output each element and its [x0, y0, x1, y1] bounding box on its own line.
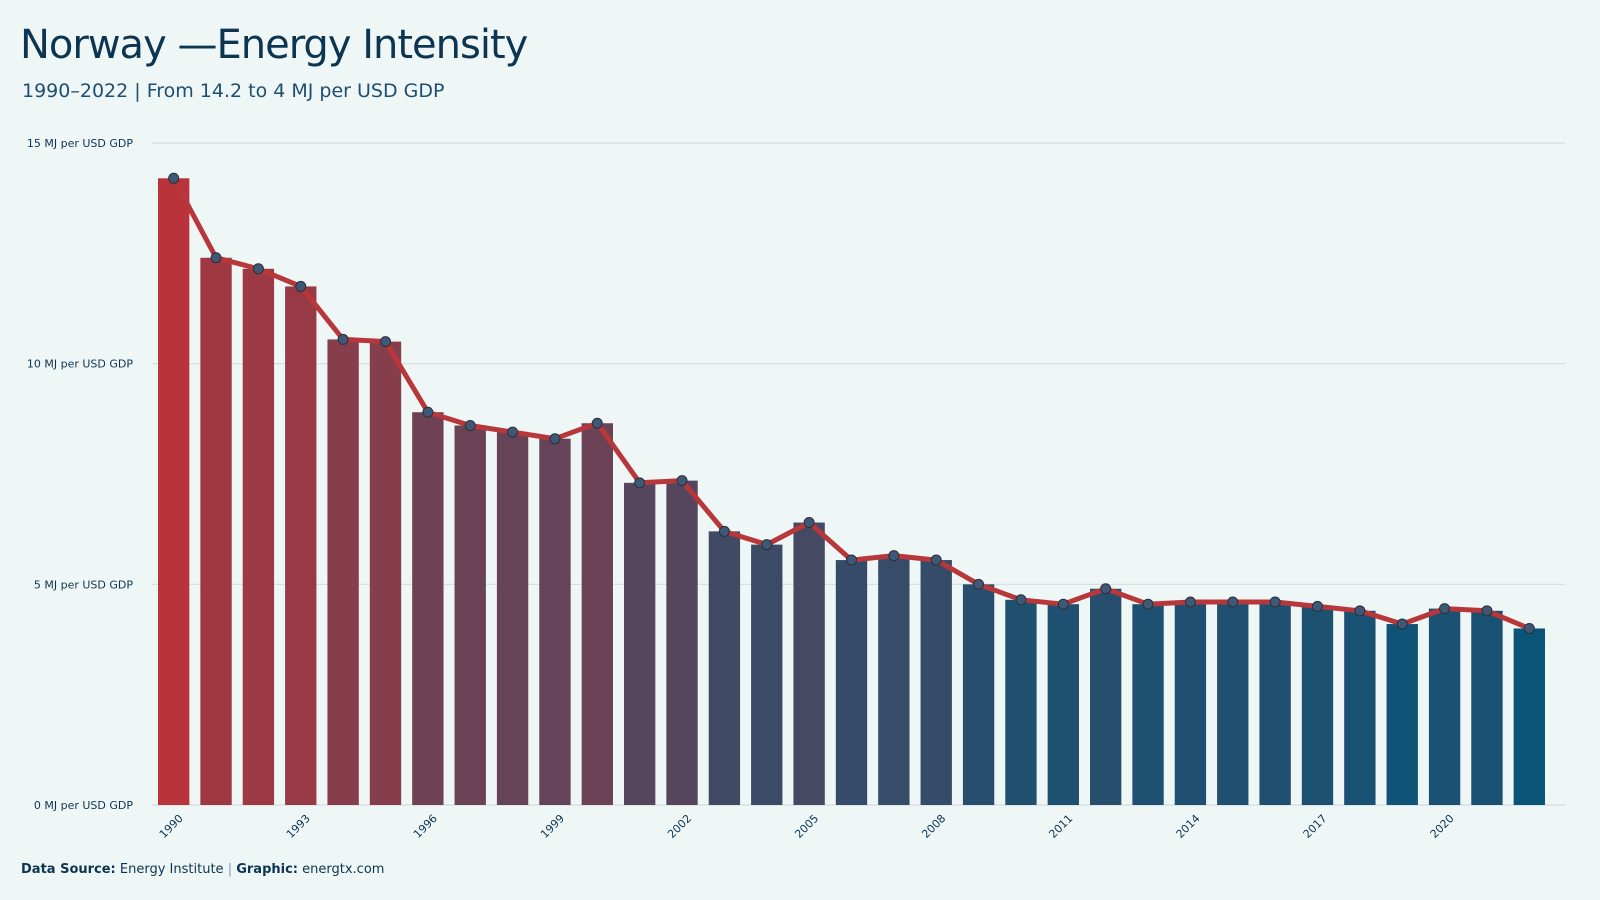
- x-tick-label: 2008: [919, 812, 948, 841]
- x-tick-label: 1999: [538, 812, 567, 841]
- bar-2014: [1174, 601, 1207, 805]
- bar-2022: [1513, 628, 1545, 805]
- x-tick-label: 2005: [792, 812, 821, 841]
- bar-2013: [1132, 604, 1164, 805]
- bar-2002: [666, 480, 698, 805]
- bar-1995: [369, 341, 402, 805]
- x-axis-labels: 1990 1993 1996 1999 2002 2005 2008 2011 2014 2017…: [157, 812, 1457, 841]
- point-1996: [422, 406, 434, 418]
- x-tick-label: 1990: [157, 812, 186, 841]
- point-1999: [549, 433, 561, 445]
- bar-2021: [1471, 610, 1503, 805]
- bar-2007: [878, 555, 910, 805]
- point-2007: [888, 550, 900, 562]
- bar-1997: [454, 425, 486, 805]
- point-2008: [930, 554, 942, 566]
- point-1998: [507, 426, 519, 438]
- point-1995: [379, 336, 391, 348]
- graphic-label: Graphic:: [236, 862, 298, 877]
- point-2013: [1142, 598, 1154, 610]
- point-2004: [761, 539, 773, 551]
- bar-2000: [581, 423, 613, 805]
- bar-1996: [412, 412, 444, 805]
- point-1992: [252, 263, 264, 275]
- point-2003: [718, 525, 730, 537]
- point-2005: [803, 517, 815, 529]
- point-1991: [210, 252, 222, 264]
- bar-2001: [624, 482, 656, 805]
- x-tick-label: 2020: [1428, 812, 1457, 841]
- bar-2016: [1259, 601, 1291, 805]
- bar-2003: [708, 531, 741, 805]
- point-2021: [1481, 605, 1493, 617]
- bar-2006: [835, 560, 868, 805]
- point-2006: [845, 554, 857, 566]
- point-2017: [1311, 600, 1323, 612]
- point-2016: [1269, 596, 1281, 608]
- point-2011: [1057, 598, 1069, 610]
- bars: [158, 178, 1545, 806]
- x-tick-label: 2002: [665, 812, 694, 841]
- point-2001: [634, 477, 646, 489]
- bar-1992: [242, 268, 275, 805]
- point-2018: [1354, 605, 1366, 617]
- source-value: Energy Institute: [119, 862, 224, 877]
- x-tick-label: 1993: [284, 812, 313, 841]
- bar-2008: [920, 560, 952, 805]
- point-2014: [1184, 596, 1196, 608]
- point-2010: [1015, 594, 1027, 606]
- chart-title: Norway —Energy Intensity: [20, 22, 528, 68]
- point-1993: [295, 280, 307, 292]
- point-2012: [1100, 583, 1112, 595]
- point-2022: [1523, 622, 1535, 634]
- y-tick-label: 0 MJ per USD GDP: [34, 799, 133, 812]
- y-tick-label: 5 MJ per USD GDP: [34, 578, 133, 591]
- bar-1998: [496, 432, 529, 805]
- y-tick-label: 10 MJ per USD GDP: [27, 358, 133, 371]
- chart-subtitle: 1990–2022 | From 14.2 to 4 MJ per USD GD…: [22, 80, 445, 102]
- point-2000: [591, 417, 603, 429]
- bar-2005: [793, 522, 825, 805]
- trend-points: [168, 172, 1535, 634]
- x-tick-label: 1996: [411, 812, 440, 841]
- point-2020: [1439, 603, 1451, 615]
- point-1990: [168, 172, 180, 184]
- point-1994: [337, 333, 349, 345]
- point-2009: [973, 578, 985, 590]
- footer-separator: |: [227, 862, 233, 877]
- y-axis-labels: 0 MJ per USD GDP 5 MJ per USD GDP 10 MJ pe…: [27, 137, 133, 812]
- bar-2010: [1005, 599, 1037, 805]
- graphic-value: energtx.com: [302, 862, 385, 877]
- x-tick-label: 2011: [1046, 812, 1075, 841]
- bar-2017: [1301, 606, 1334, 805]
- bar-1991: [200, 257, 232, 805]
- point-2002: [676, 475, 688, 487]
- y-tick-label: 15 MJ per USD GDP: [27, 137, 133, 150]
- x-tick-label: 2017: [1301, 812, 1330, 841]
- bar-1994: [327, 339, 359, 805]
- point-2019: [1396, 618, 1408, 630]
- footer: Data Source: Energy Institute | Graphic:…: [21, 862, 384, 877]
- bar-2004: [751, 544, 783, 805]
- bar-2011: [1047, 604, 1079, 805]
- bar-2009: [962, 584, 995, 805]
- bar-2019: [1386, 624, 1418, 805]
- source-label: Data Source:: [21, 862, 116, 877]
- bar-1990: [158, 178, 190, 806]
- point-2015: [1227, 596, 1239, 608]
- bar-2020: [1428, 608, 1461, 805]
- point-1997: [464, 419, 476, 431]
- bar-2018: [1344, 610, 1376, 805]
- bar-2015: [1217, 601, 1249, 805]
- x-tick-label: 2014: [1174, 812, 1203, 841]
- bar-1993: [285, 286, 317, 805]
- bar-1999: [539, 438, 571, 805]
- bar-2012: [1090, 588, 1122, 805]
